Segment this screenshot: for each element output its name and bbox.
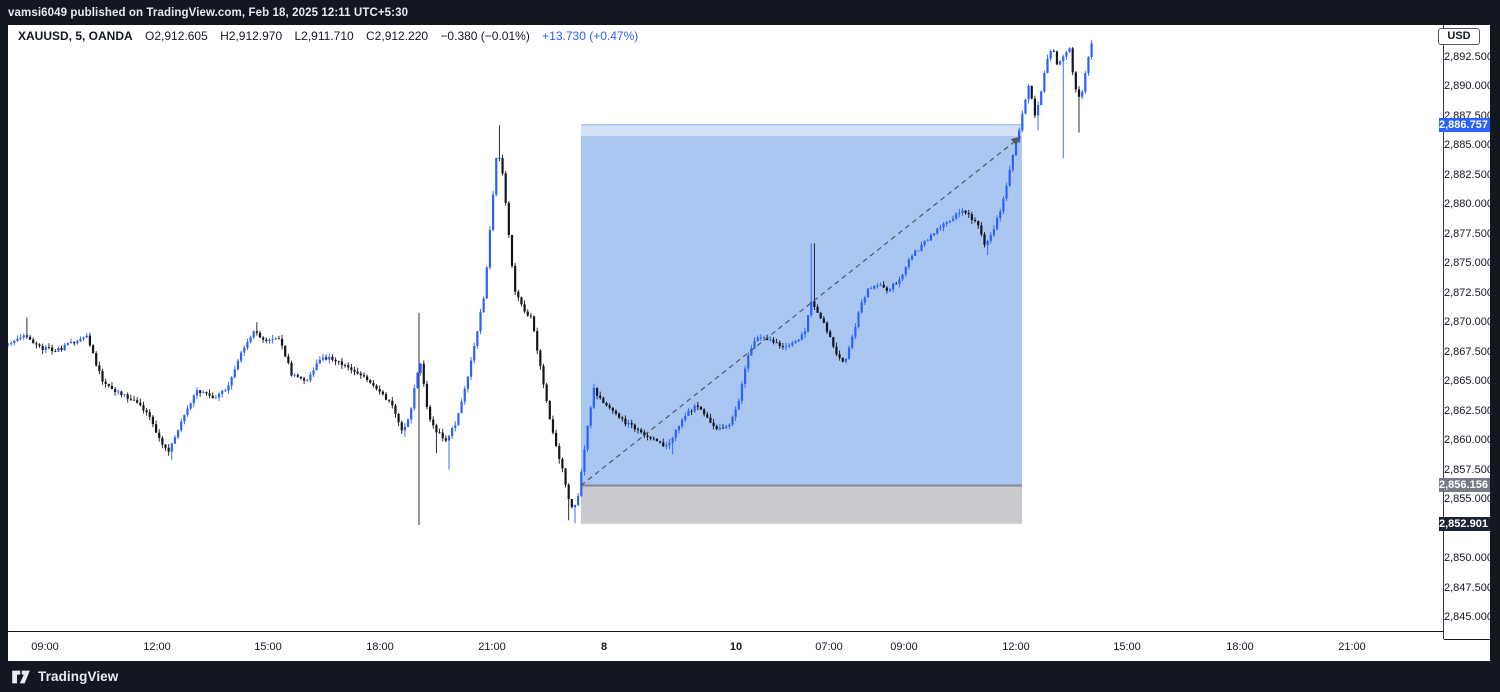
price-tick: 2,850.000 — [1444, 552, 1493, 565]
time-tick: 12:00 — [143, 641, 171, 653]
currency-button[interactable]: USD — [1438, 28, 1480, 45]
range-box-strip — [581, 124, 1022, 136]
legend-change: −0.380 (−0.01%) — [440, 29, 530, 43]
price-tick: 2,877.500 — [1444, 227, 1493, 240]
price-tick: 2,857.500 — [1444, 463, 1493, 476]
chart-region: XAUUSD, 5, OANDA O2,912.605 H2,912.970 L… — [8, 25, 1493, 661]
time-tick: 12:00 — [1002, 641, 1030, 653]
price-tick: 2,860.000 — [1444, 434, 1493, 447]
price-level-label: 2,886.757 — [1439, 117, 1490, 132]
legend-close: C2,912.220 — [366, 29, 429, 43]
legend-low: L2,911.710 — [294, 29, 354, 43]
candlestick-chart — [8, 40, 1093, 526]
time-tick: 09:00 — [31, 641, 59, 653]
time-tick: 18:00 — [366, 641, 394, 653]
time-tick: 15:00 — [254, 641, 282, 653]
price-tick: 2,855.000 — [1444, 493, 1493, 506]
price-tick: 2,862.500 — [1444, 404, 1493, 417]
price-level-label: 2,852.901 — [1439, 516, 1490, 531]
price-tick: 2,880.000 — [1444, 198, 1493, 211]
publish-info-bar: vamsi6049 published on TradingView.com, … — [0, 0, 1500, 25]
projection-dashed-line — [580, 136, 1021, 486]
time-tick: 21:00 — [478, 641, 506, 653]
time-tick: 18:00 — [1226, 641, 1254, 653]
price-tick: 2,890.000 — [1444, 80, 1493, 93]
price-tick: 2,847.500 — [1444, 581, 1493, 594]
legend-high: H2,912.970 — [220, 29, 283, 43]
price-tick: 2,885.000 — [1444, 139, 1493, 152]
legend-symbol[interactable]: XAUUSD, 5, OANDA — [18, 29, 133, 43]
publish-info-text: vamsi6049 published on TradingView.com, … — [8, 6, 409, 19]
time-axis[interactable]: 09:00 12:00 15:00 18:00 21:00 8 10 07:00 09:00 12… — [8, 632, 1443, 661]
price-level-label: 2,856.156 — [1439, 478, 1490, 493]
chart-pane[interactable]: XAUUSD, 5, OANDA O2,912.605 H2,912.970 L… — [8, 25, 1443, 632]
legend-gain: +13.730 (+0.47%) — [542, 29, 639, 43]
price-tick: 2,867.500 — [1444, 345, 1493, 358]
price-axis[interactable]: USD 2,892.500 2,890.000 2,887.500 2,885.000… — [1438, 25, 1493, 640]
time-tick: 09:00 — [890, 641, 918, 653]
time-tick: 15:00 — [1113, 641, 1141, 653]
footer-bar: TradingView — [0, 661, 1500, 692]
gray-box — [581, 485, 1022, 524]
legend-open: O2,912.605 — [145, 29, 208, 43]
price-tick: 2,882.500 — [1444, 168, 1493, 181]
price-tick: 2,892.500 — [1444, 51, 1493, 63]
tradingview-logo-icon[interactable] — [10, 669, 32, 685]
time-tick: 07:00 — [815, 641, 843, 653]
price-tick: 2,875.000 — [1444, 257, 1493, 270]
price-tick: 2,872.500 — [1444, 286, 1493, 299]
price-tick: 2,865.000 — [1444, 375, 1493, 388]
tradingview-brand-text[interactable]: TradingView — [38, 669, 119, 684]
price-axis-separator — [1443, 25, 1444, 639]
price-tick: 2,870.000 — [1444, 316, 1493, 329]
price-tick: 2,845.000 — [1444, 611, 1493, 623]
symbol-legend[interactable]: XAUUSD, 5, OANDA O2,912.605 H2,912.970 L… — [18, 29, 638, 43]
time-tick: 8 — [600, 641, 608, 653]
time-tick: 10 — [729, 641, 743, 653]
time-tick: 21:00 — [1338, 641, 1366, 653]
